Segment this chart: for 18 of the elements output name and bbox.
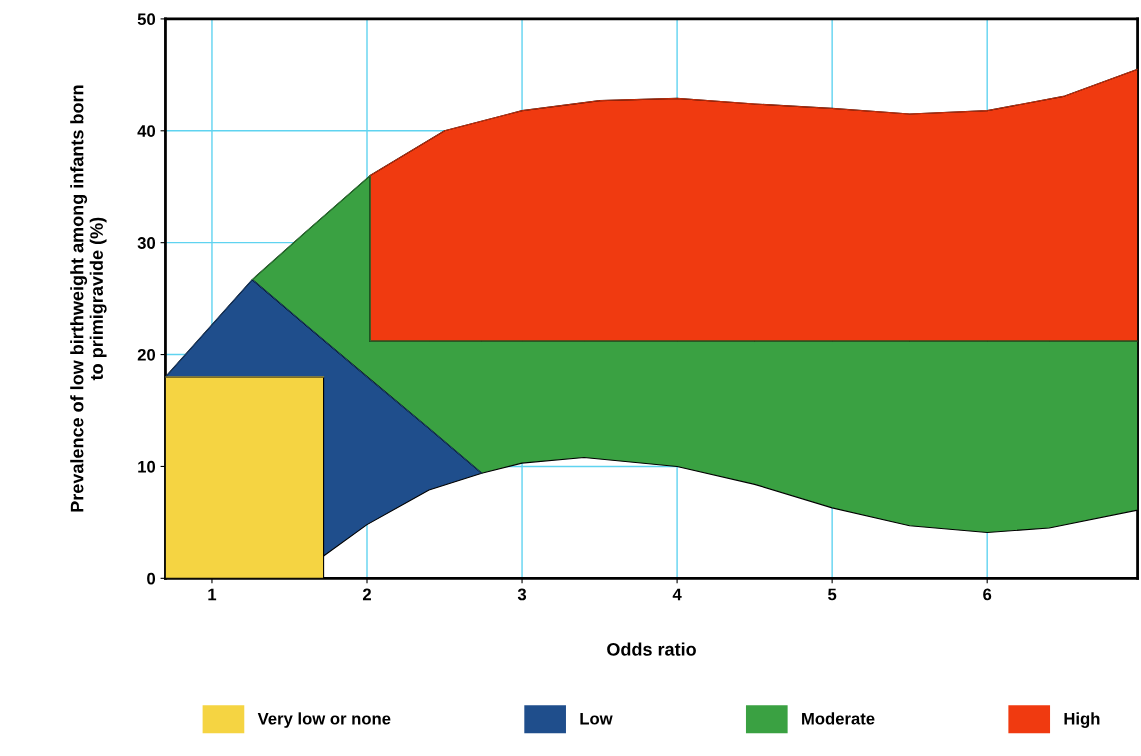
- x-tick-label: 4: [672, 588, 682, 601]
- x-tick-label: 5: [828, 588, 837, 601]
- x-tick-label: 3: [517, 588, 527, 601]
- x-tick-label: 2: [362, 588, 371, 601]
- y-tick-label: 0: [147, 572, 156, 585]
- y-tick-label: 10: [138, 460, 156, 473]
- legend-label: Low: [580, 712, 613, 725]
- y-tick-label: 40: [137, 125, 156, 137]
- y-tick-label: 50: [137, 13, 156, 26]
- legend-label: High: [1064, 712, 1100, 728]
- legend-label: Moderate: [802, 712, 875, 725]
- legend-label: Very low or none: [257, 712, 391, 728]
- y-tick-label: 20: [137, 348, 156, 361]
- x-tick-label: 1: [208, 588, 217, 601]
- x-axis-title: Odds ratio: [607, 642, 696, 656]
- y-axis-title: Prevalence of low birthweight among infants born to primigravide (%): [70, 85, 107, 512]
- x-tick-label: 6: [983, 588, 992, 601]
- y-tick-label: 30: [137, 237, 156, 249]
